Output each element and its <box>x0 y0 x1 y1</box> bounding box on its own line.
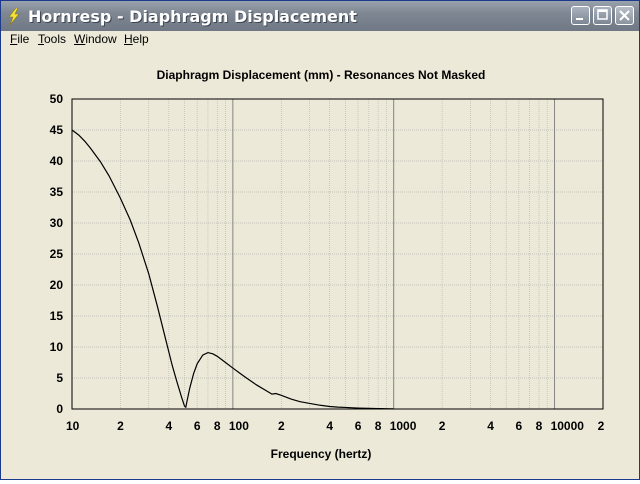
menu-bar: File Tools Window Help <box>1 31 639 49</box>
menu-window[interactable]: Window <box>74 32 117 46</box>
menu-tools[interactable]: Tools <box>38 32 67 46</box>
x-tick-label: 4 <box>326 419 333 433</box>
x-tick-label: 8 <box>375 419 382 433</box>
y-tick-label: 20 <box>50 278 64 292</box>
window-title: Hornresp - Diaphragm Displacement <box>28 7 357 26</box>
y-tick-label: 10 <box>50 340 64 354</box>
y-tick-label: 25 <box>50 247 64 261</box>
y-tick-label: 50 <box>50 92 64 106</box>
x-tick-label: 10000 <box>551 419 585 433</box>
y-tick-label: 15 <box>50 309 64 323</box>
y-tick-label: 30 <box>50 216 64 230</box>
x-tick-label: 2 <box>117 419 124 433</box>
menu-file[interactable]: File <box>10 32 30 46</box>
minimize-icon <box>576 18 583 20</box>
displacement-chart: Diaphragm Displacement (mm) - Resonances… <box>50 68 605 461</box>
x-tick-label: 6 <box>355 419 362 433</box>
chart-grid <box>72 99 603 409</box>
chart-area: Diaphragm Displacement (mm) - Resonances… <box>1 49 639 479</box>
x-tick-label: 2 <box>439 419 446 433</box>
close-icon <box>619 10 630 21</box>
minimize-button[interactable] <box>571 6 590 25</box>
lightning-bolt-icon <box>8 8 20 25</box>
x-tick-label: 2 <box>598 419 605 433</box>
x-tick-labels: 10 2 4 6 8 100 2 4 6 8 1000 2 4 6 8 10000 2 <box>66 419 605 433</box>
x-tick-label: 2 <box>278 419 285 433</box>
y-tick-labels: 0 5 10 15 20 25 30 35 40 45 50 <box>50 92 64 416</box>
y-tick-label: 40 <box>50 154 64 168</box>
y-tick-label: 35 <box>50 185 64 199</box>
maximize-icon <box>597 9 608 20</box>
close-button[interactable] <box>615 6 634 25</box>
plot-frame <box>71 98 604 410</box>
y-tick-label: 45 <box>50 123 64 137</box>
title-bar[interactable]: Hornresp - Diaphragm Displacement <box>1 1 639 31</box>
y-tick-label: 0 <box>56 402 63 416</box>
x-axis-label: Frequency (hertz) <box>271 447 372 461</box>
x-tick-label: 10 <box>66 419 80 433</box>
x-tick-label: 8 <box>536 419 543 433</box>
x-tick-label: 100 <box>229 419 249 433</box>
maximize-button[interactable] <box>593 6 612 25</box>
x-tick-label: 8 <box>214 419 221 433</box>
x-tick-label: 6 <box>516 419 523 433</box>
x-tick-label: 1000 <box>390 419 417 433</box>
x-tick-label: 4 <box>166 419 173 433</box>
x-tick-label: 6 <box>194 419 201 433</box>
displacement-curve <box>71 129 394 410</box>
y-tick-label: 5 <box>56 371 63 385</box>
menu-help[interactable]: Help <box>124 32 149 46</box>
chart-title: Diaphragm Displacement (mm) - Resonances… <box>157 68 486 82</box>
x-tick-label: 4 <box>487 419 494 433</box>
